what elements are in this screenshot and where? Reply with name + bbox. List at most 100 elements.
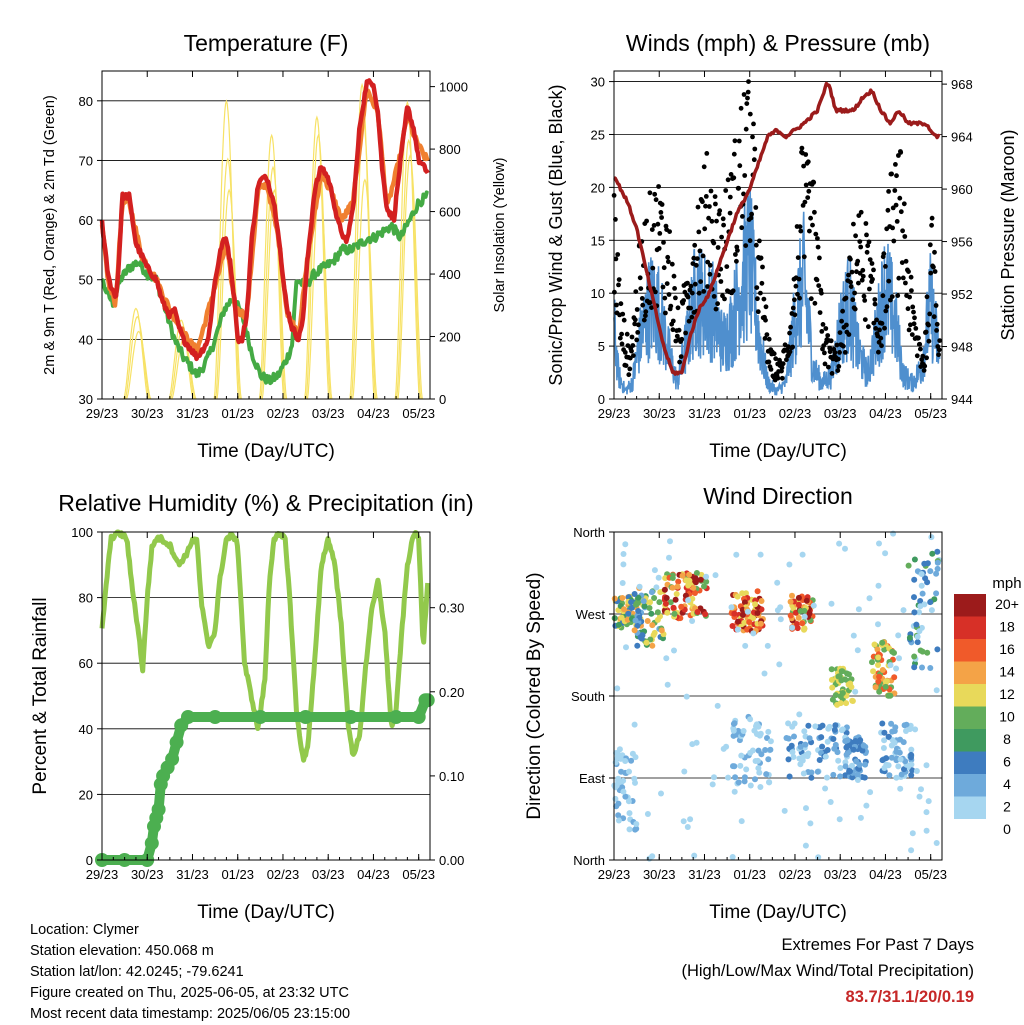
direction-point [628,757,635,764]
gust-point [752,146,758,152]
direction-point [866,595,873,602]
gust-point [758,290,763,296]
direction-point [788,742,795,749]
direction-point [836,816,843,823]
direction-point [934,559,941,566]
direction-point [806,610,813,617]
direction-point [836,540,843,547]
gust-point [707,204,712,209]
gust-point [927,311,933,317]
direction-point [667,538,673,545]
gust-point [764,332,770,337]
direction-point [787,598,794,605]
direction-point [747,716,754,723]
y2-tick-label: 800 [439,142,461,157]
gust-point [745,95,750,101]
direction-point [829,696,836,703]
direction-point [615,817,622,824]
gust-point [879,321,885,326]
direction-point [927,568,934,575]
gust-point [653,197,659,203]
precip-point [169,735,184,750]
colorbar-label: 14 [999,664,1015,680]
direction-point [874,646,881,653]
gust-point [741,191,746,197]
colorbar-label: 20+ [995,596,1019,612]
x-tick-label: 03/23 [824,867,857,882]
gust-point [647,190,653,196]
gust-point [649,305,654,310]
direction-point [634,642,641,649]
gust-point [815,244,821,250]
gust-point [863,221,869,226]
direction-point [649,622,656,629]
direction-point [790,754,797,760]
direction-point [626,826,633,833]
direction-point [664,681,671,688]
colorbar-label: 6 [1003,754,1011,770]
direction-point [854,647,861,654]
gust-point [637,275,643,281]
direction-point [797,608,804,614]
direction-point [620,561,627,568]
direction-point [826,723,833,730]
direction-point [633,600,640,607]
humidity-precip-chart: Relative Humidity (%) & Precipitation (i… [30,490,474,923]
y-tick-label: 60 [79,656,93,671]
gust-point [927,242,933,248]
gust-point [619,331,624,337]
direction-point [743,766,750,773]
gust-point [848,284,854,289]
direction-point [632,779,638,786]
gust-point [857,239,863,245]
figure-created: Figure created on Thu, 2025-06-05, at 23… [30,985,349,1001]
gust-point [903,280,908,286]
direction-point [810,602,817,609]
temperature-y2label: Solar Insolation (Yellow) [492,157,508,312]
gust-point [929,215,935,221]
gust-point [893,162,898,167]
direction-point [848,684,855,690]
direction-point [752,776,758,783]
x-tick-label: 29/23 [598,867,631,882]
gust-point [861,293,867,299]
gust-point [725,177,731,183]
direction-point [664,609,671,616]
x-tick-label: 01/23 [733,406,766,421]
x-tick-label: 31/23 [176,406,209,421]
gust-point [812,209,817,215]
direction-point [906,634,913,641]
gust-point [908,322,913,328]
direction-point [765,728,772,735]
station-info: Location: Clymer Station elevation: 450.… [30,920,350,1025]
gust-point [616,277,622,282]
gust-point [696,290,702,296]
gust-point [753,242,759,248]
gust-point [661,240,666,245]
y-tick-label: North [573,853,605,868]
gust-point [900,275,906,281]
direction-point [803,597,810,604]
direction-point [620,788,627,795]
direction-point [902,758,909,765]
direction-point [741,599,748,606]
gust-point [696,229,702,235]
gust-point [793,283,799,289]
gust-point [909,288,914,293]
direction-point [875,654,882,661]
gust-point [842,350,848,355]
gust-point [755,296,760,302]
gust-point [934,321,940,327]
precip-point [181,710,195,724]
y-tick-label: 60 [79,213,93,228]
direction-point [816,757,823,763]
gust-point [679,336,685,342]
gust-point [890,225,895,231]
gust-point [873,326,879,331]
direction-point [830,736,837,742]
gust-point [633,289,639,294]
gust-point [858,244,864,250]
gust-point [714,218,719,224]
gust-point [700,199,705,205]
gust-point [656,246,662,251]
